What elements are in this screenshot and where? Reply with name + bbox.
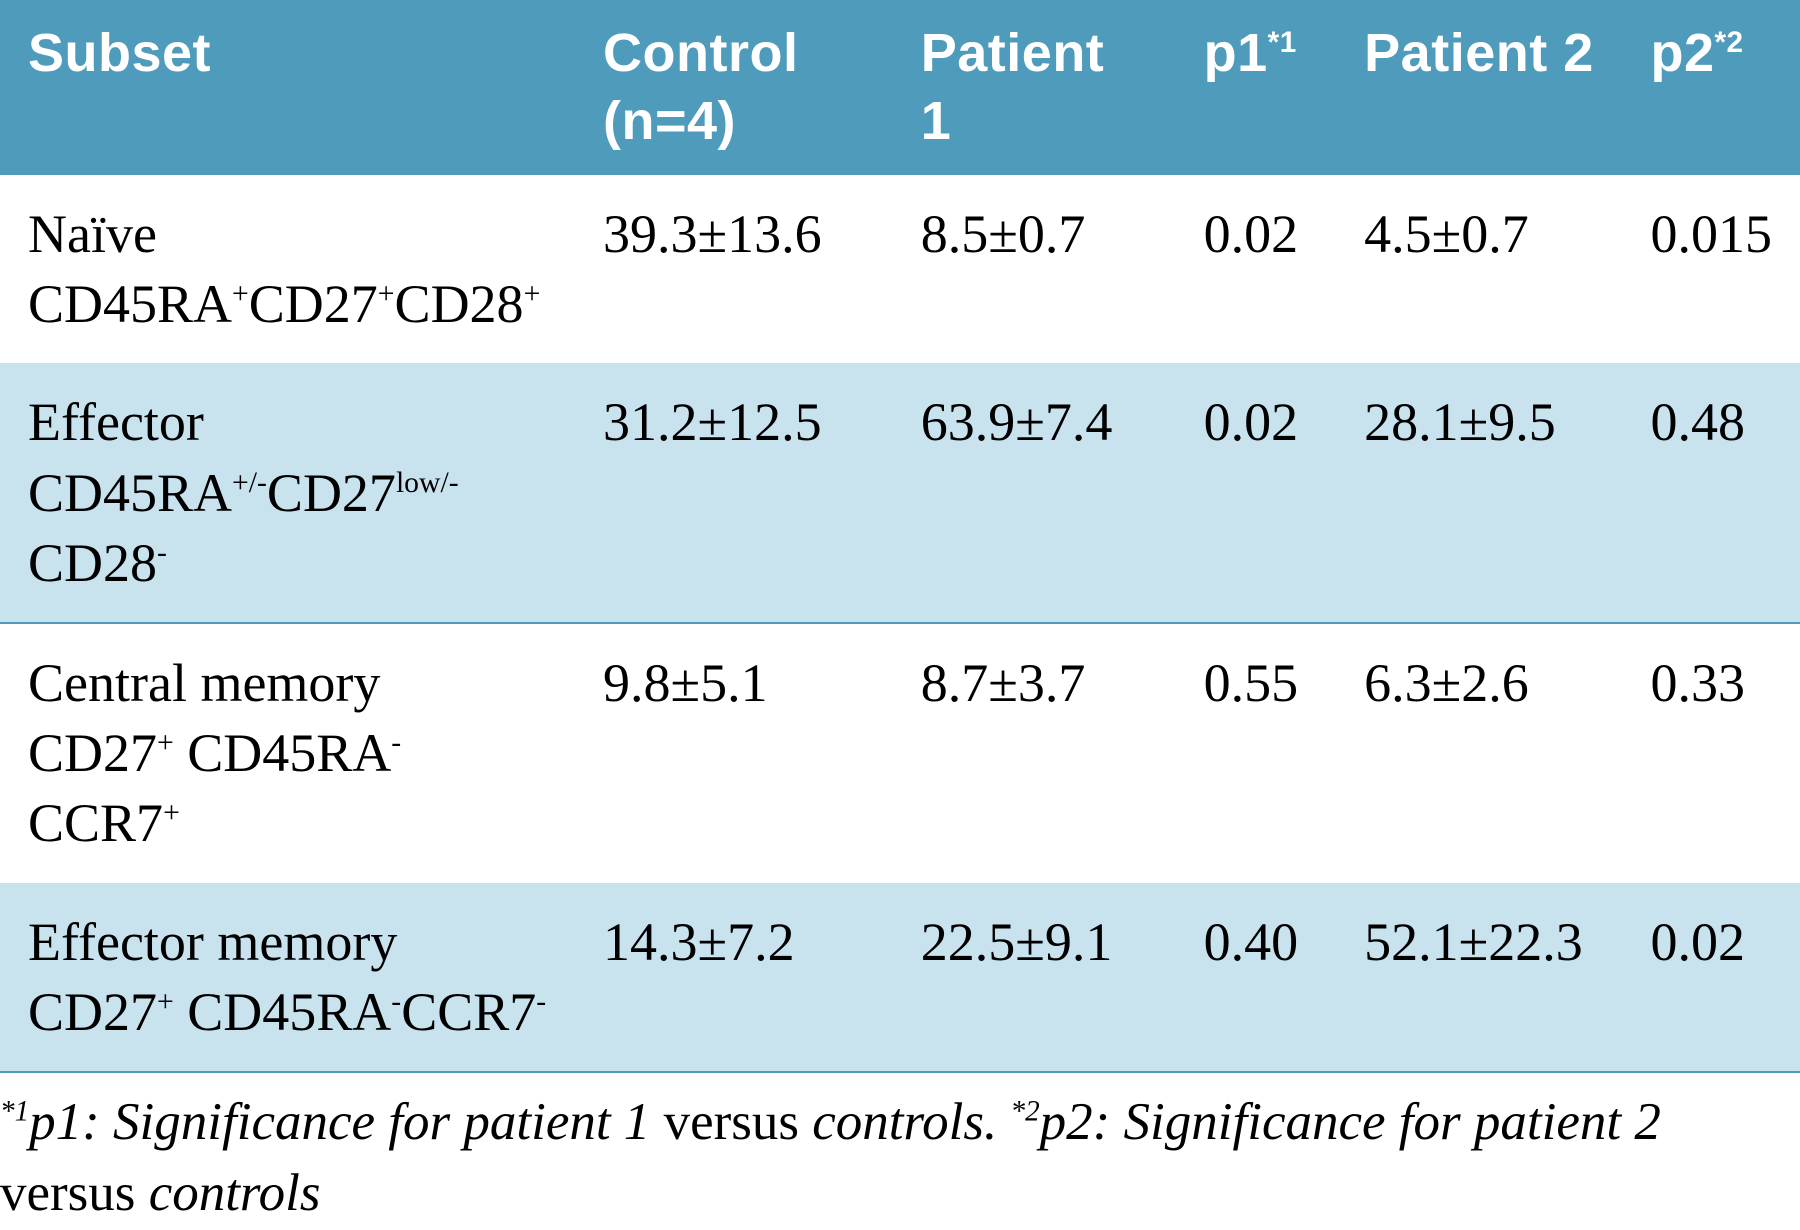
footnote-tail1: versus (650, 1093, 812, 1151)
subset-name: Naïve (28, 199, 547, 269)
cell-patient2: 4.5±0.7 (1336, 175, 1622, 363)
header-p1-label: p1 (1204, 23, 1268, 83)
cell-subset: Effector memoryCD27+ CD45RA-CCR7- (0, 883, 575, 1072)
subset-markers: CD27+ CD45RA-CCR7+ (28, 718, 547, 858)
cell-patient2: 6.3±2.6 (1336, 623, 1622, 883)
footnote-tail2: versus (0, 1164, 149, 1222)
header-subset: Subset (0, 0, 575, 175)
cell-patient1: 8.7±3.7 (893, 623, 1176, 883)
cell-control: 9.8±5.1 (575, 623, 893, 883)
subset-markers: CD45RA+CD27+CD28+ (28, 269, 547, 339)
cell-p2: 0.33 (1622, 623, 1800, 883)
cell-p1: 0.02 (1176, 175, 1337, 363)
subset-markers: CD45RA+/-CD27low/-CD28- (28, 458, 547, 598)
table-row: NaïveCD45RA+CD27+CD28+39.3±13.68.5±0.70.… (0, 175, 1800, 363)
data-table-container: Subset Control (n=4) Patient 1 p1*1 Pati… (0, 0, 1800, 1230)
cell-subset: NaïveCD45RA+CD27+CD28+ (0, 175, 575, 363)
subset-name: Effector memory (28, 907, 547, 977)
table-header-row: Subset Control (n=4) Patient 1 p1*1 Pati… (0, 0, 1800, 175)
cell-subset: Central memoryCD27+ CD45RA-CCR7+ (0, 623, 575, 883)
footnote-sup1: *1 (0, 1095, 29, 1127)
cell-patient2: 28.1±9.5 (1336, 363, 1622, 623)
subset-table: Subset Control (n=4) Patient 1 p1*1 Pati… (0, 0, 1800, 1073)
header-p1-sup: *1 (1268, 26, 1297, 59)
subset-name: Effector (28, 387, 547, 457)
footnote-sup2: *2 (1011, 1095, 1040, 1127)
header-patient2: Patient 2 (1336, 0, 1622, 175)
cell-patient1: 63.9±7.4 (893, 363, 1176, 623)
header-p2-sup: *2 (1714, 26, 1743, 59)
table-body: NaïveCD45RA+CD27+CD28+39.3±13.68.5±0.70.… (0, 175, 1800, 1072)
header-p1: p1*1 (1176, 0, 1337, 175)
cell-p2: 0.02 (1622, 883, 1800, 1072)
footnote-tail1b: controls. (812, 1093, 1010, 1151)
cell-control: 31.2±12.5 (575, 363, 893, 623)
cell-control: 14.3±7.2 (575, 883, 893, 1072)
footnote-text1: p1: Significance for patient 1 (29, 1093, 650, 1151)
footnote-tail2b: controls (149, 1164, 321, 1222)
cell-patient1: 8.5±0.7 (893, 175, 1176, 363)
header-control: Control (n=4) (575, 0, 893, 175)
header-p2-label: p2 (1650, 23, 1714, 83)
cell-p1: 0.02 (1176, 363, 1337, 623)
header-p2: p2*2 (1622, 0, 1800, 175)
cell-patient1: 22.5±9.1 (893, 883, 1176, 1072)
table-row: EffectorCD45RA+/-CD27low/-CD28-31.2±12.5… (0, 363, 1800, 623)
table-footnote: *1p1: Significance for patient 1 versus … (0, 1073, 1800, 1230)
subset-name: Central memory (28, 648, 547, 718)
header-patient1: Patient 1 (893, 0, 1176, 175)
cell-p2: 0.48 (1622, 363, 1800, 623)
table-row: Effector memoryCD27+ CD45RA-CCR7-14.3±7.… (0, 883, 1800, 1072)
cell-p1: 0.55 (1176, 623, 1337, 883)
footnote-text2: p2: Significance for patient 2 (1040, 1093, 1661, 1151)
table-row: Central memoryCD27+ CD45RA-CCR7+9.8±5.18… (0, 623, 1800, 883)
cell-control: 39.3±13.6 (575, 175, 893, 363)
header-control-line2: (n=4) (603, 91, 736, 151)
subset-markers: CD27+ CD45RA-CCR7- (28, 977, 547, 1047)
header-control-line1: Control (603, 23, 798, 83)
cell-p2: 0.015 (1622, 175, 1800, 363)
cell-patient2: 52.1±22.3 (1336, 883, 1622, 1072)
cell-p1: 0.40 (1176, 883, 1337, 1072)
cell-subset: EffectorCD45RA+/-CD27low/-CD28- (0, 363, 575, 623)
